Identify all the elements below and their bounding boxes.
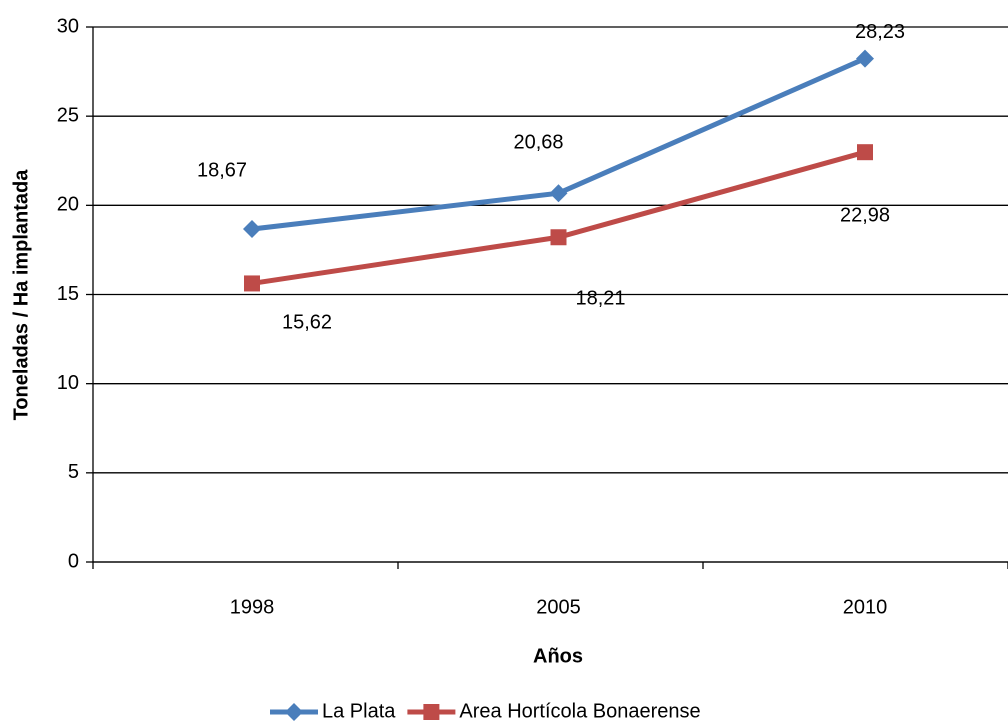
y-tick-label: 10	[57, 372, 79, 394]
data-label: 20,68	[513, 131, 563, 153]
data-label: 18,67	[197, 159, 247, 181]
data-point	[856, 49, 874, 68]
y-tick-label: 20	[57, 194, 79, 216]
y-tick-label: 0	[68, 550, 79, 572]
legend-marker	[285, 703, 303, 721]
data-label: 22,98	[840, 204, 890, 226]
data-point	[549, 184, 568, 203]
legend-label: La Plata	[322, 700, 396, 722]
y-axis-title: Toneladas / Ha implantada	[10, 169, 32, 421]
data-label: 15,62	[282, 312, 332, 334]
x-axis-title: Años	[533, 645, 583, 667]
data-point	[857, 144, 873, 161]
y-tick-label: 30	[57, 15, 79, 37]
x-tick-label: 1998	[230, 596, 275, 618]
data-label: 28,23	[855, 21, 905, 43]
x-tick-label: 2005	[536, 596, 581, 618]
legend-marker	[423, 704, 440, 720]
data-label: 18,21	[575, 288, 625, 310]
data-point	[244, 275, 260, 292]
data-point	[550, 229, 567, 246]
y-tick-label: 25	[57, 104, 79, 126]
data-point	[243, 220, 261, 239]
x-tick-label: 2010	[843, 596, 888, 618]
y-tick-label: 15	[57, 283, 79, 305]
legend-label: Area Hortícola Bonaerense	[459, 700, 700, 722]
y-tick-label: 5	[68, 461, 79, 483]
